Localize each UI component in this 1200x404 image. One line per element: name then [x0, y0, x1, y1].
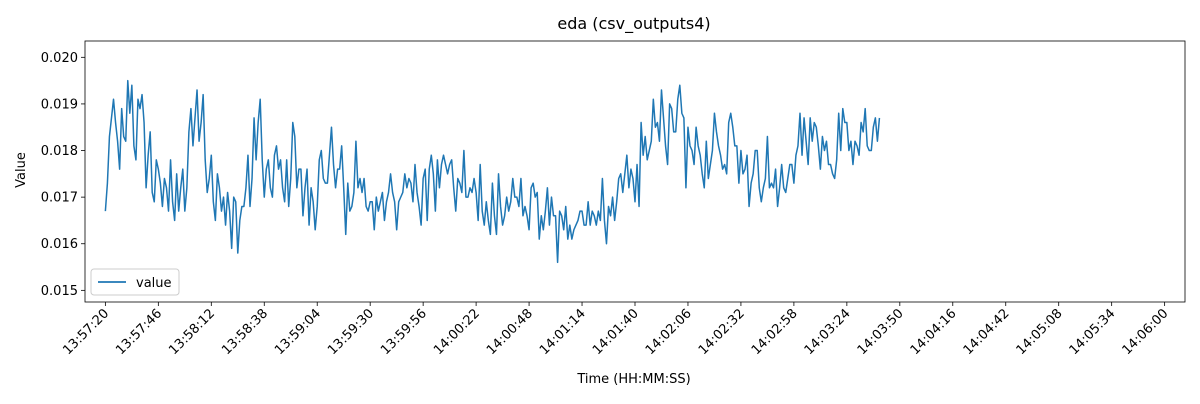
x-axis-label: Time (HH:MM:SS)	[576, 372, 690, 387]
y-tick-label: 0.017	[41, 191, 78, 206]
y-tick-label: 0.018	[41, 144, 78, 159]
y-tick-label: 0.020	[41, 51, 78, 66]
legend: value	[90, 268, 180, 296]
y-axis-label: Value	[14, 152, 29, 188]
y-tick-label: 0.019	[41, 97, 78, 112]
y-tick-label: 0.015	[41, 284, 78, 299]
legend-label: value	[136, 276, 172, 291]
plot-frame	[84, 40, 1186, 303]
y-axis-ticks: 0.015 0.016 0.017 0.018 0.019 0.020	[41, 51, 85, 299]
legend-box	[90, 268, 180, 296]
y-tick-label: 0.016	[41, 237, 78, 252]
series-line-value	[104, 79, 881, 264]
chart-title: eda (csv_outputs4)	[557, 14, 710, 34]
